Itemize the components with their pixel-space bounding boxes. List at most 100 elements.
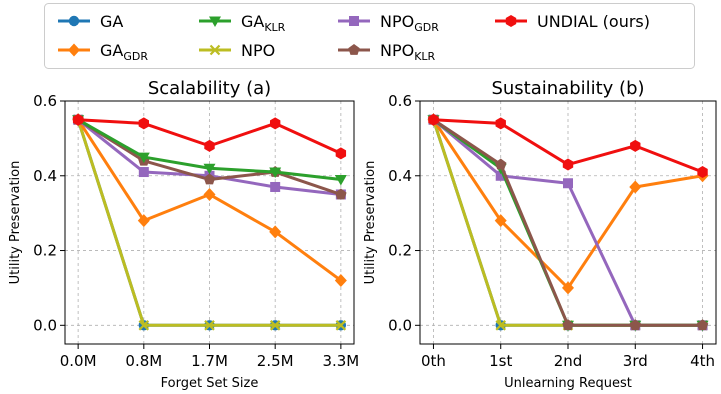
data-point-npo: [335, 320, 347, 331]
data-point-undial: [269, 117, 281, 130]
legend-marker: [209, 16, 221, 27]
x-tick-label: 2nd: [554, 352, 583, 370]
legend-item-npo: NPO: [199, 41, 275, 60]
sustainability-chart: 0th 1st 2nd 3rd 4th 0.0 0.2 0.4 0.6 Sustainabilit…: [363, 78, 717, 391]
x-tick-label: 3.3M: [322, 352, 359, 370]
y-tick-label: 0.4: [388, 167, 412, 185]
legend-marker: [68, 15, 80, 27]
data-point-npo: [204, 320, 215, 331]
legend-label: GA: [100, 12, 123, 31]
chart-title: Scalability (a): [148, 78, 271, 99]
legend-label-subscript: GDR: [414, 21, 439, 34]
y-tick-label: 0.6: [388, 92, 412, 110]
x-tick-label: 1st: [489, 352, 512, 370]
data-point-ga-gdr: [562, 281, 574, 295]
data-point-npo-gdr: [270, 181, 281, 192]
data-point-npo-klr: [203, 173, 216, 185]
legend-label-main: NPO: [241, 41, 275, 60]
legend-label-main: NPO: [380, 41, 414, 60]
grid: [420, 100, 716, 344]
series-ga-gdr: [72, 113, 347, 287]
legend-marker: [349, 16, 359, 26]
data-point-ga-klr: [334, 175, 347, 186]
data-point-ga-klr: [137, 152, 150, 164]
data-point-ga-gdr: [269, 225, 282, 239]
x-tick-label: 0.8M: [125, 352, 162, 370]
legend-label-subscript: GDR: [123, 50, 148, 63]
data-point-npo-klr: [562, 319, 574, 331]
data-point-undial: [630, 139, 641, 152]
legend-label-main: NPO: [380, 12, 414, 31]
data-point-npo: [269, 320, 281, 331]
legend-label: GAGDR: [100, 41, 148, 63]
data-point-undial: [562, 158, 574, 171]
data-point-npo: [138, 320, 150, 331]
x-tick-label: 3rd: [623, 352, 648, 370]
legend-label-main: UNDIAL (ours): [537, 12, 650, 31]
legend-label-main: GA: [100, 12, 123, 31]
legend-label-subscript: KLR: [264, 21, 285, 34]
series-undial: [428, 113, 708, 179]
x-tick-label: 0.0M: [60, 352, 97, 370]
data-point-npo-klr: [629, 319, 641, 331]
data-point-npo-gdr: [495, 170, 506, 181]
y-tick-label: 0.2: [33, 242, 57, 260]
series-group: [427, 113, 709, 332]
data-point-ga-gdr: [137, 214, 150, 228]
data-point-npo-klr: [335, 188, 347, 200]
data-point-undial: [697, 166, 708, 179]
data-point-undial: [72, 113, 84, 126]
data-point-undial: [138, 117, 150, 130]
legend-label: NPOGDR: [380, 12, 439, 34]
series-group: [72, 113, 347, 331]
legend-marker: [348, 44, 360, 55]
data-point-ga-gdr: [203, 187, 216, 201]
legend-label: NPO: [241, 41, 275, 60]
legend-marker: [68, 43, 80, 57]
legend-marker: [209, 44, 221, 56]
legend-item-npo-gdr: NPOGDR: [338, 12, 439, 34]
data-point-undial: [204, 139, 215, 152]
x-axis-label: Unlearning Request: [504, 376, 632, 391]
legend-label-subscript: KLR: [414, 50, 435, 63]
data-point-ga-klr: [203, 163, 216, 175]
legend-label: UNDIAL (ours): [537, 12, 650, 31]
y-tick-label: 0.0: [33, 316, 57, 334]
legend-item-ga-gdr: GAGDR: [58, 41, 148, 63]
series-undial: [72, 113, 347, 160]
data-point-undial: [495, 117, 506, 130]
y-tick-label: 0.2: [388, 242, 412, 260]
legend-label: NPOKLR: [380, 41, 436, 63]
series-npo-klr: [427, 113, 709, 331]
data-point-undial: [428, 113, 439, 126]
x-tick-label: 4th: [690, 352, 715, 370]
legend-item-ga: GA: [58, 12, 123, 31]
data-point-npo-klr: [696, 319, 709, 331]
legend-marker: [505, 15, 517, 27]
data-point-npo-klr: [495, 158, 507, 170]
x-tick-label: 0th: [421, 352, 446, 370]
legend-label-main: GA: [100, 41, 123, 60]
data-point-npo-gdr: [563, 178, 573, 189]
x-tick-label: 1.7M: [191, 352, 228, 370]
y-axis-label: Utility Preservation: [363, 161, 378, 285]
y-tick-label: 0.0: [388, 316, 412, 334]
legend-label-main: GA: [241, 12, 264, 31]
y-tick-label: 0.6: [33, 92, 57, 110]
data-point-undial: [335, 147, 347, 160]
data-point-npo-gdr: [138, 167, 149, 178]
data-point-ga-gdr: [494, 214, 507, 228]
chart-title: Sustainability (b): [491, 78, 644, 99]
y-axis-label: Utility Preservation: [8, 161, 23, 285]
data-point-npo: [495, 320, 507, 331]
legend-item-ga-klr: GAKLR: [199, 12, 286, 34]
data-point-ga-klr: [269, 167, 282, 179]
scalability-chart: 0.0M 0.8M 1.7M 2.5M 3.3M 0.0 0.2 0.4 0.6 Scalabil…: [8, 78, 359, 391]
data-point-ga-gdr: [629, 180, 642, 194]
legend-item-undial: UNDIAL (ours): [495, 12, 650, 31]
x-tick-label: 2.5M: [257, 352, 294, 370]
y-tick-label: 0.4: [33, 167, 57, 185]
x-axis-label: Forget Set Size: [161, 376, 259, 391]
